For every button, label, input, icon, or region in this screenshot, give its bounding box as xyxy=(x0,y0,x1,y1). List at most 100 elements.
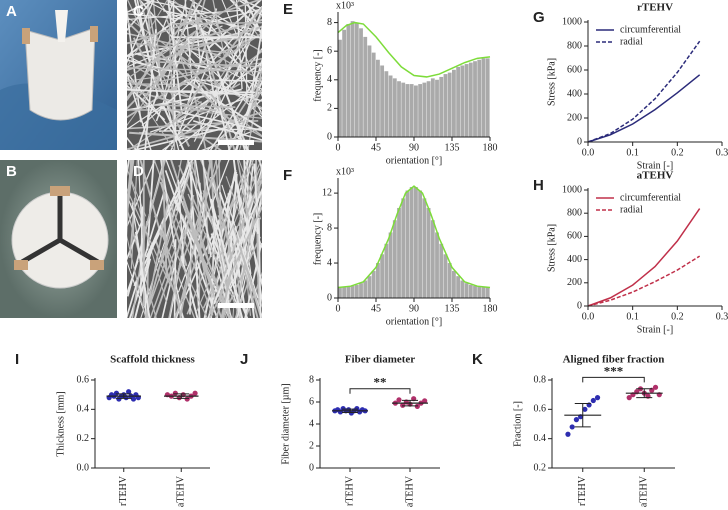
bar xyxy=(439,243,444,298)
bar xyxy=(350,285,355,298)
chart-title: rTEHV xyxy=(637,2,673,14)
fiber xyxy=(179,91,249,147)
error-bar xyxy=(342,408,358,413)
y-axis-label: frequency [-] xyxy=(312,213,323,265)
y-tick-label: 2 xyxy=(327,103,332,114)
legend-label: radial xyxy=(620,204,643,215)
bar xyxy=(384,71,389,137)
y-tick-label: 400 xyxy=(567,88,582,99)
fiber xyxy=(171,244,208,318)
bar xyxy=(405,84,410,137)
fiber xyxy=(127,67,262,73)
point xyxy=(422,398,428,404)
fiber xyxy=(236,160,253,235)
bar xyxy=(384,243,389,298)
fiber xyxy=(168,21,262,25)
x-tick-label: 135 xyxy=(445,303,460,314)
point xyxy=(172,390,178,396)
fiber xyxy=(179,162,211,318)
fiber xyxy=(156,0,192,45)
point xyxy=(652,384,659,390)
fiber xyxy=(139,206,144,297)
fiber xyxy=(199,160,211,248)
fiber xyxy=(201,160,227,276)
fiber xyxy=(196,36,254,66)
panel-label: K xyxy=(472,351,483,368)
y-tick-label: 0.6 xyxy=(77,374,90,385)
bar xyxy=(464,283,469,298)
fiber xyxy=(184,8,218,114)
fiber xyxy=(196,224,228,318)
photo-b: B xyxy=(0,160,117,318)
bar xyxy=(481,58,486,138)
series-line xyxy=(587,208,701,307)
panel-label: F xyxy=(283,167,292,184)
fiber xyxy=(208,20,262,53)
fiber xyxy=(168,27,176,150)
fiber xyxy=(176,51,219,104)
fiber xyxy=(240,0,262,10)
bar xyxy=(430,78,435,137)
fiber xyxy=(127,78,189,119)
error-bar xyxy=(574,402,591,428)
fiber xyxy=(127,206,157,318)
bar xyxy=(397,207,401,298)
y-tick-label: 200 xyxy=(567,277,582,288)
bar xyxy=(477,59,482,137)
fiber xyxy=(258,217,262,318)
fiber xyxy=(131,220,148,318)
fiber xyxy=(127,0,156,13)
fiber xyxy=(173,199,231,318)
y-axis-label: Fraction [-] xyxy=(512,401,523,447)
point xyxy=(582,406,588,412)
fiber xyxy=(200,5,262,74)
fit-line xyxy=(337,185,491,289)
panel-label: H xyxy=(533,177,544,194)
fiber xyxy=(153,225,188,318)
point xyxy=(626,395,632,401)
bar xyxy=(367,45,372,137)
x-tick-label: aTEHV xyxy=(639,475,650,507)
fiber xyxy=(177,179,185,265)
y-tick-label: 600 xyxy=(567,231,582,242)
fiber xyxy=(171,32,262,93)
x-tick-label: rTEHV xyxy=(118,475,129,506)
fiber xyxy=(135,93,159,150)
x-tick-label: 0.3 xyxy=(716,311,728,322)
chart-title: Fiber diameter xyxy=(345,354,415,366)
bar xyxy=(439,76,444,137)
y-tick-label: 6 xyxy=(327,45,332,56)
fiber xyxy=(192,0,202,64)
fiber xyxy=(153,104,236,108)
fiber xyxy=(209,67,262,150)
point xyxy=(396,397,402,403)
y-tick-label: 0 xyxy=(327,292,332,303)
point xyxy=(130,396,137,402)
significance-bracket xyxy=(349,388,411,394)
fiber xyxy=(128,0,242,78)
series-line xyxy=(587,40,701,143)
x-axis-label: Strain [-] xyxy=(637,324,673,335)
y-tick-label: 400 xyxy=(567,254,582,265)
fiber xyxy=(187,160,229,306)
point xyxy=(192,390,198,396)
y-axis-label: Thickness [mm] xyxy=(55,391,66,456)
bar xyxy=(481,287,486,298)
panel-label: B xyxy=(6,163,17,180)
point xyxy=(126,389,132,395)
y-axis-label: Stress [kPa] xyxy=(546,224,557,272)
fiber xyxy=(189,160,203,195)
fiber xyxy=(184,0,194,93)
panel-label: J xyxy=(240,351,248,368)
y-tick-label: 0.6 xyxy=(534,404,547,415)
bar xyxy=(452,270,456,298)
bar xyxy=(376,59,380,137)
fiber xyxy=(134,258,152,318)
fiber xyxy=(160,57,262,82)
y-tick-label: 0.4 xyxy=(534,433,547,444)
panel-label: I xyxy=(15,351,19,368)
fiber xyxy=(127,160,130,177)
fiber xyxy=(237,0,262,16)
y-tick-label: 0 xyxy=(309,462,314,473)
